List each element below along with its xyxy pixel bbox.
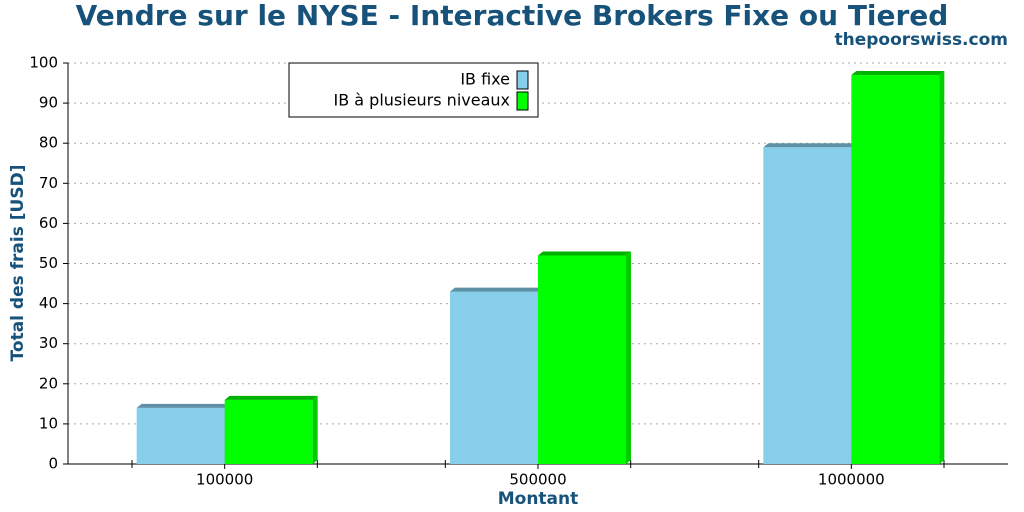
bar-top <box>538 251 631 256</box>
x-tick-label: 500000 <box>509 471 566 489</box>
y-tick-label: 70 <box>39 174 58 192</box>
bar-front <box>851 75 940 464</box>
bar-top <box>763 143 857 148</box>
y-tick-label: 60 <box>39 214 58 232</box>
bar <box>136 403 230 464</box>
legend-swatch <box>516 70 529 90</box>
y-tick-label: 30 <box>39 334 58 352</box>
bar <box>224 395 318 464</box>
legend-label: IB à plusieurs niveaux <box>334 91 511 110</box>
bar-side <box>312 395 318 464</box>
bar-front <box>450 291 538 464</box>
bar-front <box>538 255 626 464</box>
bar <box>538 251 631 464</box>
y-tick-label: 90 <box>39 94 58 112</box>
bar-top <box>136 403 230 408</box>
bar-front <box>763 147 852 464</box>
bar <box>450 287 543 464</box>
y-tick-label: 50 <box>39 254 58 272</box>
bar-top <box>224 395 318 400</box>
x-tick-label: 1000000 <box>818 471 885 489</box>
bar-front <box>224 399 313 464</box>
y-axis-label: Total des frais [USD] <box>8 165 28 362</box>
legend-box <box>288 62 539 118</box>
chart-title: Vendre sur le NYSE - Interactive Brokers… <box>76 0 949 32</box>
bar-side <box>939 71 945 464</box>
bar-side <box>626 251 631 464</box>
y-tick-label: 80 <box>39 134 58 152</box>
y-tick-label: 20 <box>39 374 58 392</box>
x-tick-label: 100000 <box>196 471 253 489</box>
bar-top <box>851 71 945 76</box>
legend-swatch <box>516 91 529 111</box>
y-tick-label: 10 <box>39 414 58 432</box>
y-tick-label: 0 <box>48 455 58 473</box>
bar <box>851 71 945 464</box>
y-tick-label: 40 <box>39 294 58 312</box>
legend: IB fixe IB à plusieurs niveaux <box>288 62 539 118</box>
legend-label: IB fixe <box>460 70 510 89</box>
y-tick-label: 100 <box>29 54 58 72</box>
bar-front <box>136 407 225 464</box>
x-axis-label: Montant <box>498 489 579 509</box>
bar-top <box>450 287 543 292</box>
chart-subtitle: thepoorswiss.com <box>835 30 1009 50</box>
bar <box>763 143 857 464</box>
